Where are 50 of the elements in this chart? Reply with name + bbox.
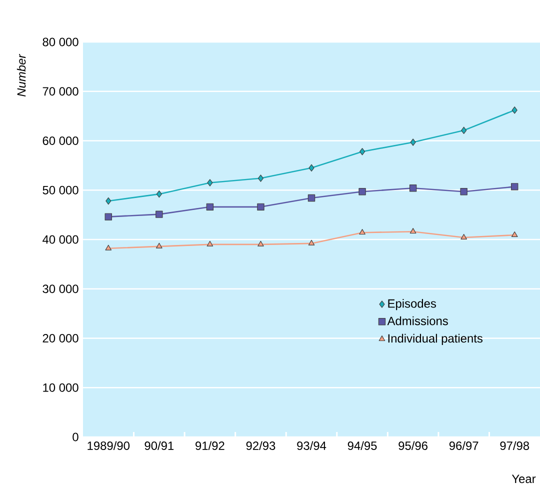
x-tick-label: 90/91 <box>144 441 174 450</box>
y-tick-label: 30 000 <box>42 284 78 294</box>
point <box>257 203 264 211</box>
point <box>308 240 315 246</box>
point <box>206 203 214 211</box>
x-tick-label: 94/95 <box>348 441 377 450</box>
point <box>207 179 213 186</box>
point <box>156 210 163 218</box>
legend-label: Admissions <box>387 316 448 326</box>
x-axis-title: Year <box>512 474 536 484</box>
point <box>258 240 264 246</box>
y-tick-label: 70 000 <box>42 87 78 96</box>
y-axis-title: Number <box>16 54 26 96</box>
y-tick-label: 20 000 <box>42 334 78 342</box>
x-tick-label: 91/92 <box>196 441 224 450</box>
point <box>206 240 214 246</box>
y-tick-label: 40 000 <box>42 235 78 244</box>
y-tick-label: 10 000 <box>43 383 78 392</box>
point <box>461 126 467 134</box>
point <box>409 184 417 192</box>
x-tick-label: 93/94 <box>297 441 326 450</box>
point <box>104 213 112 220</box>
point <box>308 164 314 172</box>
x-tick-label: 95/96 <box>398 441 428 450</box>
point <box>105 244 112 250</box>
legend-label: Individual patients <box>388 334 483 346</box>
point <box>308 194 316 202</box>
point <box>106 197 112 205</box>
point <box>410 228 416 234</box>
y-tick-label: 0 <box>72 432 78 442</box>
x-tick-label: 92/93 <box>246 441 276 450</box>
point <box>358 188 366 196</box>
point <box>360 148 366 156</box>
point <box>156 190 162 198</box>
y-tick-label: 50 000 <box>42 186 78 194</box>
point <box>156 242 162 248</box>
point <box>512 106 518 114</box>
point <box>410 138 416 146</box>
x-tick-label: 96/97 <box>449 441 478 450</box>
y-tick-label: 60 000 <box>42 136 78 145</box>
point <box>258 174 264 182</box>
point <box>460 188 468 196</box>
point <box>511 231 518 238</box>
x-tick-label: 1989/90 <box>88 441 130 450</box>
y-tick-label: 80 000 <box>42 38 78 46</box>
point <box>460 234 467 240</box>
point <box>359 228 366 235</box>
legend-label: Episodes <box>388 298 436 310</box>
point <box>511 183 518 190</box>
x-tick-label: 97/98 <box>500 441 530 450</box>
